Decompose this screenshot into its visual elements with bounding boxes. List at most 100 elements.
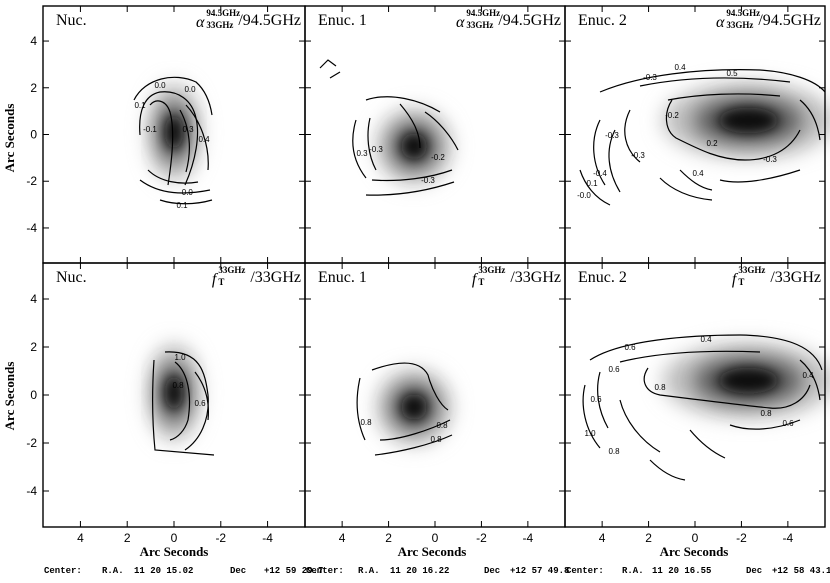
contour-labels: 0.00.00.1-0.1 0.30.4-0.00.1-0.3-0.2-0.30.…	[134, 63, 814, 456]
y-tick-label: 0	[30, 388, 37, 402]
intensity-images	[147, 83, 830, 445]
contour-label: 1.0	[584, 429, 596, 438]
contour-label: 0.8	[360, 418, 372, 427]
x-tick-label: 2	[645, 531, 652, 545]
panel-name-r1p2: Enuc. 1	[318, 12, 367, 29]
panel-name-r2p1: Nuc.	[56, 269, 87, 286]
panel-quantity-symbol: α	[456, 14, 465, 31]
contour-label: -0.4	[593, 169, 607, 178]
panel-quantity-sup: 94.5GHz	[466, 8, 500, 18]
contour-label: 0.8	[436, 421, 448, 430]
panel-quantity-sup: 33GHz	[478, 265, 505, 275]
footer-1: Center: R.A. 11 20 15.02 Dec +12 59 29.7	[44, 566, 323, 576]
contour-label: 0.6	[782, 419, 794, 428]
blob-core	[164, 115, 184, 149]
contour-label: 0.4	[700, 335, 712, 344]
contour-label: 0.1	[176, 201, 188, 210]
x-tick-label: 0	[692, 531, 699, 545]
x-tick-label: 2	[124, 531, 131, 545]
panel-quantity-symbol: f	[472, 271, 479, 288]
panel-quantity-symbol: f	[212, 271, 219, 288]
x-tick-label: -2	[476, 531, 487, 545]
blob-core	[401, 133, 427, 160]
contours-r1p1	[133, 76, 213, 205]
blob-r1p2	[376, 108, 452, 184]
y-tick-label: -4	[26, 221, 37, 235]
footer-ra-label-2: R.A.	[358, 566, 380, 576]
x-tick-label: -4	[783, 531, 794, 545]
blob-core	[401, 394, 427, 420]
panel-quantity-sub: 33GHz	[206, 20, 233, 30]
footer-ra-label-1: R.A.	[102, 566, 124, 576]
y-tick-label: 0	[30, 128, 37, 142]
panel-quantity-sub: T	[478, 277, 484, 287]
footer-2: Center: R.A. 11 20 16.22 Dec +12 57 49.8	[306, 566, 569, 576]
panel-quantity-sub: T	[218, 277, 224, 287]
x-axis-label-1: Arc Seconds	[140, 544, 209, 559]
footer-center-label-3: Center:	[566, 566, 604, 576]
footer-center-label-2: Center:	[306, 566, 344, 576]
y-tick-label: 2	[30, 81, 37, 95]
footer-ra-value-2: 11 20 16.22	[390, 566, 449, 576]
footer: Center: R.A. 11 20 15.02 Dec +12 59 29.7…	[44, 566, 830, 576]
panel-quantity-suffix: /33GHz	[510, 269, 561, 286]
contour-lines	[133, 59, 826, 481]
panel-quantity-sup: 33GHz	[218, 265, 245, 275]
blob-r2p1	[147, 343, 201, 442]
axes: 4 2 0 -2 -4 4 2 0 -2 -4 4 2 0 -2 -4 4 2 0 -2 -4 4 2 0 -2 -4	[26, 6, 825, 545]
panel-quantity-symbol: α	[196, 14, 205, 31]
x-tick-label: 0	[171, 531, 178, 545]
footer-dec-label-2: Dec	[484, 566, 500, 576]
contour-label: 0.1	[586, 179, 598, 188]
contour-label: -0.3	[605, 131, 619, 140]
panel-quantity-suffix: /94.5GHz	[498, 12, 561, 29]
blob-r2p3	[662, 343, 830, 419]
contour-label: 0.1	[134, 101, 146, 110]
contour-label: -0.0	[577, 191, 591, 200]
contour-label: -0.3	[643, 73, 657, 82]
x-tick-label: 0	[432, 531, 439, 545]
contour-label: 0.8	[430, 435, 442, 444]
contour-label: -0.3	[421, 176, 435, 185]
contour-label: -0.3	[763, 155, 777, 164]
x-axis-label-3: Arc Seconds	[660, 544, 729, 559]
footer-dec-label-3: Dec	[746, 566, 762, 576]
contour-label: -0.3	[369, 145, 383, 154]
panel-name-r1p1: Nuc.	[56, 12, 87, 29]
panel-quantity-suffix: /33GHz	[250, 269, 301, 286]
panel-quantity-suffix: /94.5GHz	[758, 12, 821, 29]
contour-label: -0.2	[431, 153, 445, 162]
x-tick-label: -2	[215, 531, 226, 545]
x-tick-label: 4	[339, 531, 346, 545]
contour-label: 0.2	[706, 139, 718, 148]
y-tick-label: -4	[26, 484, 37, 498]
y-tick-label: 2	[30, 340, 37, 354]
y-tick-label: -2	[26, 436, 37, 450]
panel-quantity-sup: 94.5GHz	[726, 8, 760, 18]
blob-r1p1	[147, 83, 201, 181]
panel-name-r1p3: Enuc. 2	[578, 12, 627, 29]
contours-r2p3	[582, 334, 823, 481]
panel-name-r2p3: Enuc. 2	[578, 269, 627, 286]
contour-label: 0.5	[726, 69, 738, 78]
footer-dec-value-3: +12 58 43.1	[772, 566, 830, 576]
contour-label: 0.8	[608, 447, 620, 456]
footer-center-label-1: Center:	[44, 566, 82, 576]
contour-label: 1.0	[174, 353, 186, 362]
contour-label: 0.4	[198, 135, 210, 144]
y-axis-label-top: Arc Seconds	[2, 104, 17, 173]
x-tick-label: 4	[77, 531, 84, 545]
contours-r2p2	[356, 362, 453, 456]
contour-label: 0.4	[674, 63, 686, 72]
footer-dec-value-2: +12 57 49.8	[510, 566, 569, 576]
footer-ra-value-3: 11 20 16.55	[652, 566, 711, 576]
contour-label: 0.4	[692, 169, 704, 178]
footer-dec-label-1: Dec	[230, 566, 246, 576]
x-axis-label-2: Arc Seconds	[398, 544, 467, 559]
panel-quantity-sup: 94.5GHz	[206, 8, 240, 18]
x-tick-label: 2	[385, 531, 392, 545]
y-tick-label: 4	[30, 34, 37, 48]
panel-quantity-suffix: /33GHz	[770, 269, 821, 286]
contour-label: 0.6	[590, 395, 602, 404]
